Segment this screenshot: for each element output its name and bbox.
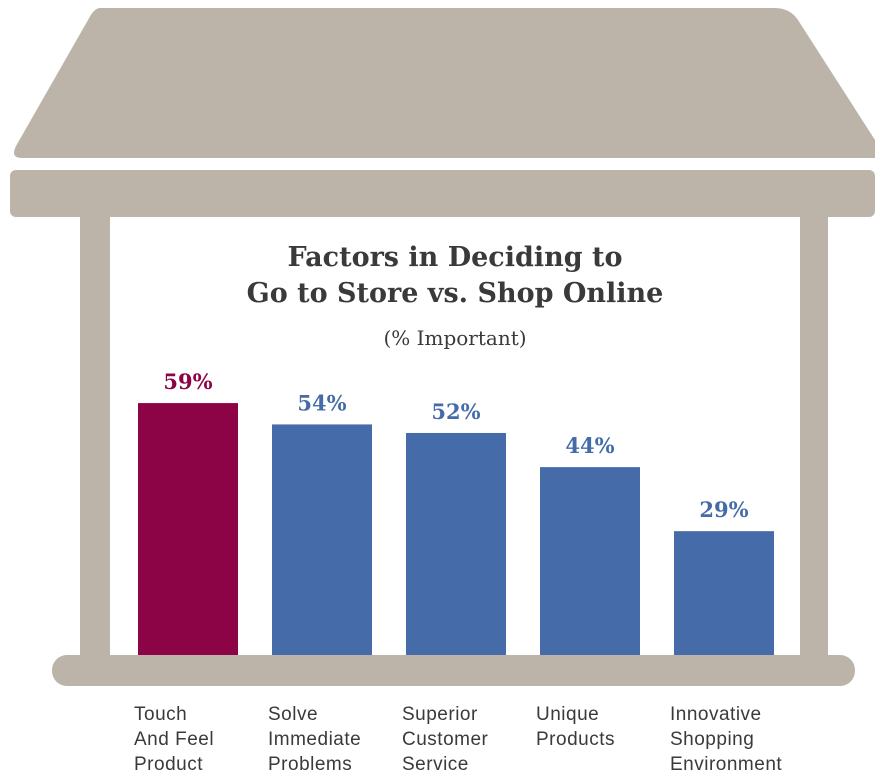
category-label: Unique Products xyxy=(536,704,615,750)
value-label: 29% xyxy=(699,497,748,522)
value-label: 59% xyxy=(163,369,212,394)
right-post xyxy=(800,215,828,665)
value-label: 54% xyxy=(297,390,346,415)
category-label: Touch And Feel Product xyxy=(134,704,215,775)
value-label: 44% xyxy=(565,433,614,458)
beam xyxy=(10,170,875,217)
category-label: Innovative Shopping Environment xyxy=(670,704,783,775)
chart-subtitle: (% Important) xyxy=(383,326,527,350)
roof xyxy=(14,8,875,158)
chart-title: Factors in Deciding to Go to Store vs. S… xyxy=(246,242,664,309)
bar xyxy=(138,403,238,655)
bar xyxy=(406,432,506,655)
bar xyxy=(540,467,640,655)
bar xyxy=(272,424,372,655)
bar xyxy=(674,531,774,655)
category-label: Solve Immediate Problems xyxy=(268,704,362,775)
value-label: 52% xyxy=(431,399,480,424)
base xyxy=(52,655,855,686)
category-label: Superior Customer Service xyxy=(402,704,489,775)
left-post xyxy=(80,215,110,665)
